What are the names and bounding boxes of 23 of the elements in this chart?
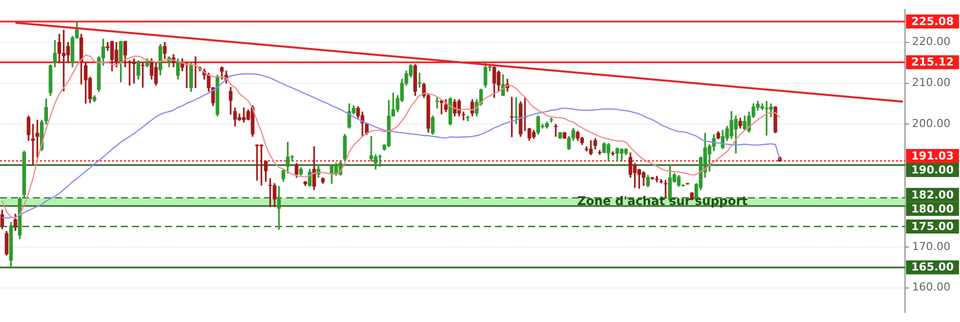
y-tick-label: 170.00 <box>912 240 950 253</box>
ref-line-label: 190.00 <box>911 163 954 176</box>
candlestick <box>418 72 422 88</box>
candlestick <box>255 144 259 181</box>
band-label: Zone d'achat sur support <box>577 194 748 208</box>
candlestick <box>378 154 382 167</box>
y-tick-label: 160.00 <box>912 280 950 294</box>
candlestick <box>584 146 588 152</box>
ref-line-label: 175.00 <box>911 220 954 233</box>
y-tick-label: 220.00 <box>912 35 950 48</box>
ref-line-label: 225.08 <box>911 14 954 28</box>
ref-line-label: 215.12 <box>911 56 954 69</box>
ref-line-label: 191.03 <box>911 149 954 162</box>
candlestick <box>277 186 281 230</box>
ref-line-label: 180.00 <box>911 202 954 216</box>
y-tick-label: 200.00 <box>912 117 950 130</box>
candlestick <box>440 99 444 114</box>
candlestick <box>132 58 136 84</box>
candlestick <box>194 56 198 88</box>
candlestick <box>664 180 668 199</box>
y-tick-label: 210.00 <box>912 76 950 90</box>
ref-line-label: 165.00 <box>911 260 954 274</box>
ref-line-label: 182.00 <box>911 188 954 202</box>
